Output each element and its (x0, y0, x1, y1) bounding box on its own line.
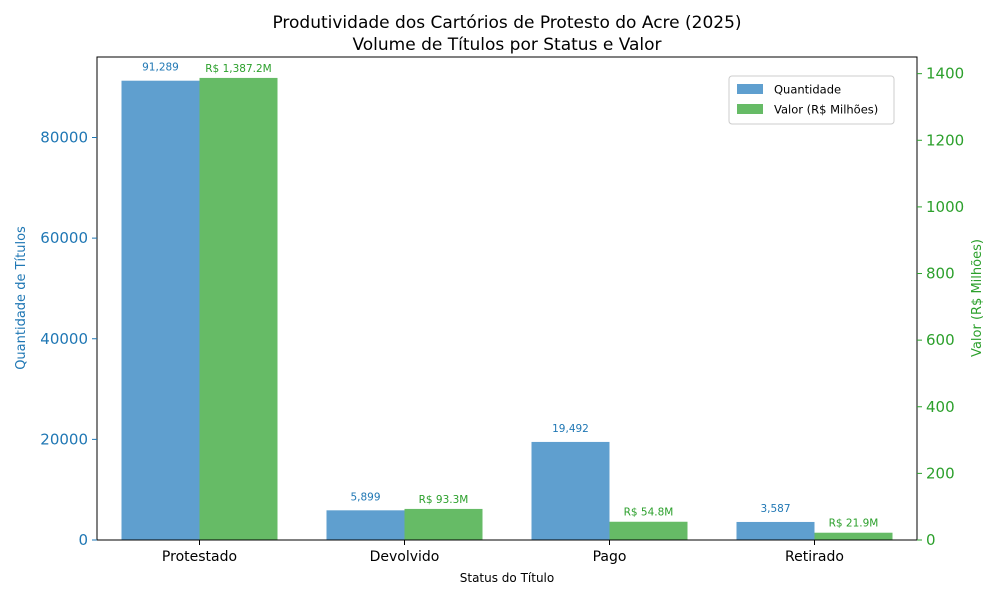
chart-subtitle: Volume de Títulos por Status e Valor (352, 35, 661, 55)
y-tick-right-label: 0 (926, 531, 936, 549)
y-tick-right-label: 1200 (926, 131, 964, 149)
legend-label: Valor (R$ Milhões) (774, 103, 878, 117)
y-tick-left-label: 0 (78, 531, 88, 549)
y-tick-right-label: 400 (926, 398, 955, 416)
legend-box (728, 75, 895, 125)
bar-valor (609, 521, 688, 540)
y-axis-label-left: Quantidade de Títulos (14, 226, 29, 370)
y-tick-left-label: 60000 (40, 229, 88, 247)
y-tick-right-label: 200 (926, 464, 955, 482)
x-tick-label: Retirado (785, 549, 844, 565)
y-tick-left-label: 20000 (40, 430, 88, 448)
bar-valor (199, 77, 278, 541)
bar-label-quantidade: 3,587 (760, 503, 790, 515)
x-tick-label: Pago (593, 549, 627, 565)
plot-frame (96, 56, 918, 541)
bar-label-valor: R$ 93.3M (419, 494, 469, 506)
axes-group: Protestado Devolvido Pago Retirado 0 20000 400… (40, 56, 964, 565)
bar-quantidade (531, 441, 610, 540)
y-tick-left-label: 80000 (40, 129, 88, 147)
bar-label-quantidade: 19,492 (552, 423, 589, 435)
x-axis-label: Status do Título (460, 571, 554, 585)
chart-title: Produtividade dos Cartórios de Protesto … (272, 13, 741, 33)
bar-quantidade (121, 80, 200, 541)
x-tick-label: Protestado (162, 549, 237, 565)
bar-quantidade (736, 521, 815, 540)
bar-label-valor: R$ 21.9M (829, 518, 879, 530)
y-tick-right-label: 800 (926, 265, 955, 283)
bar-label-valor: R$ 54.8M (624, 507, 674, 519)
y-tick-right-label: 1400 (926, 65, 964, 83)
bar-labels-group: 91,289 R$ 1,387.2M 5,899 R$ 93.3M 19,492 R$ 5… (142, 62, 878, 530)
bars-group (121, 77, 893, 541)
y-tick-right-label: 600 (926, 331, 955, 349)
y-tick-right-label: 1000 (926, 198, 964, 216)
bar-label-valor: R$ 1,387.2M (205, 63, 271, 75)
y-axis-label-right: Valor (R$ Milhões) (970, 239, 985, 357)
bar-label-quantidade: 91,289 (142, 62, 179, 74)
bar-valor (404, 508, 483, 540)
legend-swatch (737, 84, 763, 94)
bar-label-quantidade: 5,899 (350, 491, 380, 503)
legend-label: Quantidade (774, 83, 841, 97)
y-tick-left-label: 40000 (40, 330, 88, 348)
legend: Quantidade Valor (R$ Milhões) (728, 75, 895, 125)
bar-quantidade (326, 510, 405, 540)
legend-swatch (737, 104, 763, 114)
x-tick-label: Devolvido (370, 549, 440, 565)
bar-valor (814, 532, 893, 540)
